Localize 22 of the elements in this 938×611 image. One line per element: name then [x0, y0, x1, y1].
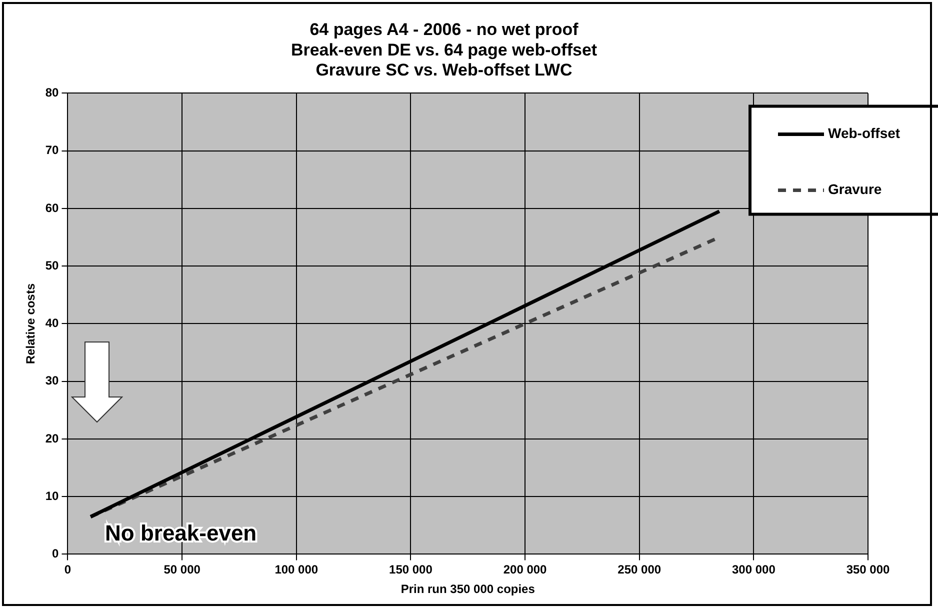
- y-tick-label: 10: [45, 488, 60, 503]
- y-tick-label: 20: [45, 431, 60, 446]
- y-tick-label: 60: [45, 200, 60, 215]
- x-tick-label: 200 000: [503, 562, 548, 577]
- x-tick-label: 0: [64, 562, 72, 577]
- y-tick-label: 0: [52, 546, 60, 561]
- y-tick-label: 70: [45, 143, 60, 158]
- x-tick-label: 350 000: [846, 562, 890, 577]
- legend-label: Gravure: [828, 181, 882, 198]
- x-tick-label: 250 000: [618, 562, 662, 577]
- x-tick-label: 100 000: [274, 562, 318, 577]
- x-tick-label: 150 000: [389, 562, 433, 577]
- x-tick-label: 300 000: [732, 562, 776, 577]
- x-axis-title: Prin run 350 000 copies: [400, 582, 536, 596]
- y-axis-title: Relative costs: [24, 283, 38, 364]
- x-tick-label: 50 000: [164, 562, 201, 577]
- y-tick-label: 30: [45, 374, 60, 388]
- legend-label: Web-offset: [828, 125, 900, 142]
- chart-title: 64 pages A4 - 2006 - no wet proof Break-even DE vs. 64 page web-offset Gravure SC vs. Web-offset LWC: [290, 20, 598, 80]
- y-tick-label: 50: [45, 258, 60, 272]
- y-tick-label: 40: [45, 316, 60, 330]
- y-tick-label: 80: [45, 86, 60, 100]
